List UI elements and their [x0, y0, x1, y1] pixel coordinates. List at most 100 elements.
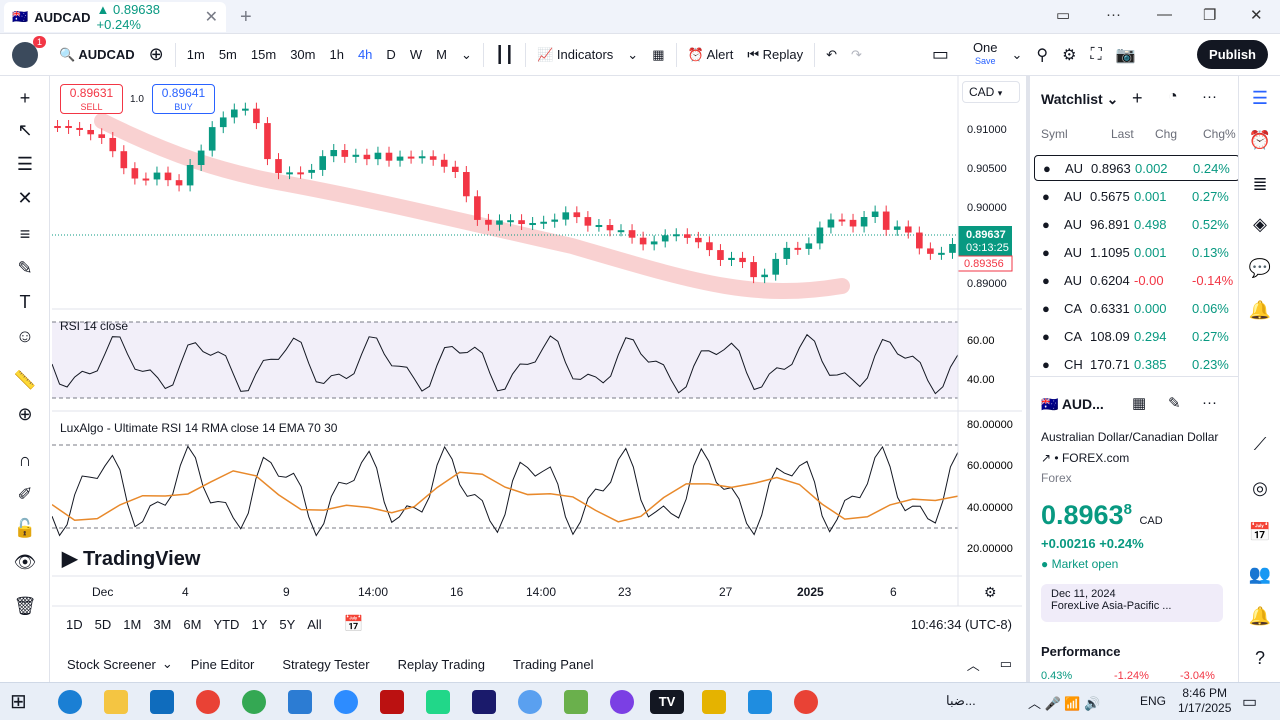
- chrome-icon[interactable]: [794, 690, 818, 714]
- sell-button[interactable]: 0.89631 SELL: [60, 84, 123, 114]
- lux-legend[interactable]: LuxAlgo - Ultimate RSI 14 RMA close 14 E…: [60, 421, 338, 435]
- publish-button[interactable]: Publish: [1197, 40, 1268, 69]
- chevron-down-icon[interactable]: ⌄: [627, 46, 639, 62]
- interval-d[interactable]: D: [386, 47, 396, 62]
- range-all[interactable]: All: [307, 616, 322, 632]
- notifications-icon[interactable]: 🔔: [1248, 606, 1272, 626]
- interval-m[interactable]: M: [436, 47, 447, 62]
- app-icon[interactable]: [610, 690, 634, 714]
- maximize-icon[interactable]: ▭: [999, 656, 1012, 671]
- undo-icon[interactable]: ↶: [826, 46, 838, 62]
- more-icon[interactable]: ···: [1202, 88, 1217, 105]
- app-icon[interactable]: [702, 690, 726, 714]
- candles-icon[interactable]: ┃┃: [494, 46, 515, 64]
- interval-w[interactable]: W: [409, 47, 423, 62]
- range-1m[interactable]: 1M: [123, 616, 142, 632]
- tab-strategy-tester[interactable]: Strategy Tester: [282, 656, 370, 672]
- fullscreen-icon[interactable]: ⛶: [1090, 45, 1102, 63]
- col-last[interactable]: Last: [1111, 127, 1134, 141]
- watchlist-row[interactable]: ● AU 1.1095 0.001 0.13%: [1034, 239, 1240, 265]
- calendar-icon[interactable]: 📅: [1248, 522, 1272, 542]
- interval-1m[interactable]: 1m: [186, 47, 205, 62]
- tray-icons[interactable]: ︿ 🎤 📶 🔊: [1028, 696, 1101, 711]
- chrome-icon[interactable]: [196, 690, 220, 714]
- layers-icon[interactable]: ◈: [1253, 214, 1267, 234]
- more-icon[interactable]: ···: [1202, 394, 1217, 411]
- crosshair-icon[interactable]: +: [19, 88, 31, 108]
- fib-icon[interactable]: ≡: [19, 224, 31, 244]
- app-icon[interactable]: [748, 690, 772, 714]
- minimize-icon[interactable]: —: [1157, 6, 1172, 23]
- restore-icon[interactable]: ❐: [1203, 7, 1217, 24]
- watchlist-row[interactable]: ● CH 170.71 0.385 0.23%: [1034, 351, 1240, 377]
- watchlist-row[interactable]: ● CA 108.09 0.294 0.27%: [1034, 323, 1240, 349]
- edge-icon[interactable]: [58, 690, 82, 714]
- collapse-icon[interactable]: ︿: [966, 657, 980, 673]
- pie-icon[interactable]: ◔: [1168, 88, 1178, 105]
- chrome-icon[interactable]: [242, 690, 266, 714]
- outlook-icon[interactable]: [150, 690, 174, 714]
- grid-icon[interactable]: ▦: [1132, 395, 1147, 412]
- chevron-down-icon[interactable]: ⌄: [1011, 46, 1023, 62]
- alarm-icon[interactable]: ⏰: [1248, 130, 1272, 150]
- zoom-app-icon[interactable]: [334, 690, 358, 714]
- trash-icon[interactable]: 🗑: [13, 596, 37, 616]
- intellij-icon[interactable]: [472, 690, 496, 714]
- zoom-icon[interactable]: ⊕: [17, 404, 33, 424]
- target-icon[interactable]: ◎: [1252, 478, 1268, 498]
- chevron-down-icon[interactable]: ⌄: [460, 46, 472, 62]
- notification-center-icon[interactable]: ▭: [1242, 694, 1258, 711]
- list-icon[interactable]: ≣: [1252, 174, 1268, 194]
- edit-icon[interactable]: ✎: [1168, 395, 1181, 412]
- replay-button[interactable]: ⏮ Replay: [747, 46, 804, 62]
- indicators-button[interactable]: 📈 Indicators: [537, 46, 614, 62]
- system-clock[interactable]: 8:46 PM 1/17/2025: [1178, 686, 1231, 716]
- app-icon[interactable]: [564, 690, 588, 714]
- rsi-legend[interactable]: RSI 14 close: [60, 319, 129, 333]
- pattern-icon[interactable]: ✕: [17, 188, 33, 208]
- range-ytd[interactable]: YTD: [213, 616, 240, 632]
- bell-icon[interactable]: 🔔: [1248, 300, 1272, 320]
- folder-icon[interactable]: [104, 690, 128, 714]
- interval-30m[interactable]: 30m: [290, 47, 316, 62]
- tab-trading-panel[interactable]: Trading Panel: [513, 656, 594, 672]
- col-symbol[interactable]: Syml: [1041, 127, 1068, 141]
- language[interactable]: ENG: [1140, 694, 1167, 708]
- currency-select[interactable]: CAD ▾: [962, 81, 1020, 103]
- range-1y[interactable]: 1Y: [251, 616, 268, 632]
- layout-icon[interactable]: ▭: [931, 44, 949, 64]
- pencil-lock-icon[interactable]: ✐: [17, 484, 33, 504]
- interval-4h[interactable]: 4h: [357, 47, 373, 62]
- tradingview-icon[interactable]: TV: [650, 690, 684, 714]
- settings-icon[interactable]: ⚙: [984, 584, 997, 600]
- eye-icon[interactable]: 👁: [13, 552, 37, 572]
- price-chart[interactable]: 0.91000 0.90500 0.90000 0.89000 0.89637 …: [51, 76, 1022, 644]
- interval-5m[interactable]: 5m: [218, 47, 237, 62]
- chart-panel[interactable]: 0.91000 0.90500 0.90000 0.89000 0.89637 …: [51, 76, 1022, 644]
- add-symbol-icon[interactable]: +: [1132, 88, 1143, 108]
- windows-start-icon[interactable]: ⊞: [10, 691, 27, 713]
- window-close-icon[interactable]: ✕: [1250, 7, 1263, 24]
- news-card[interactable]: Dec 11, 2024 ForexLive Asia-Pacific ...: [1041, 584, 1223, 622]
- range-5d[interactable]: 5D: [94, 616, 112, 632]
- buy-button[interactable]: 0.89641 BUY: [152, 84, 215, 114]
- watchlist-row[interactable]: ● AU 96.891 0.498 0.52%: [1034, 211, 1240, 237]
- help-icon[interactable]: ?: [1254, 648, 1265, 668]
- interval-1h[interactable]: 1h: [329, 47, 344, 62]
- watchlist-row[interactable]: ● AU 0.5675 0.001 0.27%: [1034, 183, 1240, 209]
- watchlist-title[interactable]: Watchlist ⌄: [1041, 91, 1119, 107]
- range-3m[interactable]: 3M: [153, 616, 172, 632]
- tab-pine-editor[interactable]: Pine Editor: [190, 656, 255, 672]
- chat-icon[interactable]: 💬: [1248, 258, 1272, 278]
- col-chg-pct[interactable]: Chg%: [1203, 127, 1236, 141]
- ruler-icon[interactable]: 📏: [13, 370, 37, 390]
- lock-icon[interactable]: 🔓: [13, 518, 37, 538]
- browser-tab[interactable]: 🇦🇺 AUDCAD ▲ 0.89638 +0.24% ✕: [4, 2, 226, 32]
- tab-stock-screener[interactable]: Stock Screener: [67, 656, 156, 672]
- tab-replay-trading[interactable]: Replay Trading: [397, 656, 486, 672]
- redo-icon[interactable]: ↷: [851, 46, 862, 62]
- watchlist-icon[interactable]: ☰: [1251, 88, 1269, 108]
- vscode-icon[interactable]: [288, 690, 312, 714]
- range-5y[interactable]: 5Y: [279, 616, 296, 632]
- interval-15m[interactable]: 15m: [250, 47, 277, 62]
